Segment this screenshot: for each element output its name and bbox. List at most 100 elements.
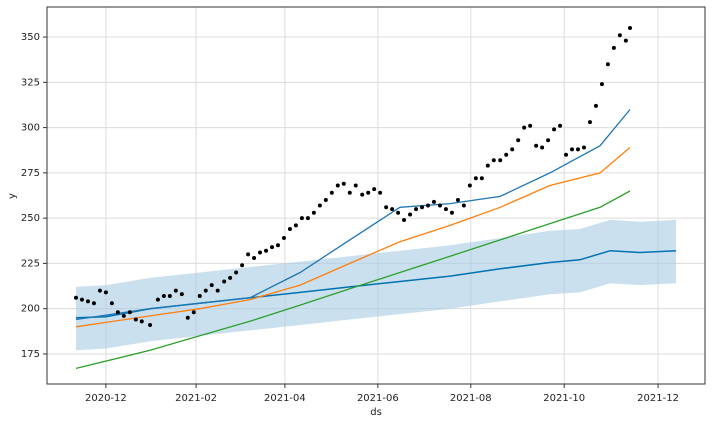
x-axis-label: ds bbox=[370, 407, 382, 418]
data-point bbox=[390, 207, 395, 212]
data-point bbox=[627, 26, 632, 31]
data-point bbox=[528, 123, 533, 128]
data-point bbox=[85, 299, 90, 304]
data-point bbox=[317, 203, 322, 208]
data-point bbox=[161, 293, 166, 298]
data-point bbox=[485, 163, 490, 168]
x-tick-label: 2021-10 bbox=[543, 393, 585, 404]
data-point bbox=[605, 62, 610, 67]
data-point bbox=[215, 288, 220, 293]
data-point bbox=[546, 138, 551, 143]
y-tick-label: 325 bbox=[21, 77, 40, 88]
data-point bbox=[378, 190, 383, 195]
data-point bbox=[275, 243, 280, 248]
uncertainty-band bbox=[76, 219, 676, 351]
line bbox=[75, 109, 631, 321]
data-point bbox=[240, 263, 245, 268]
data-point bbox=[498, 158, 503, 163]
data-point bbox=[109, 301, 114, 306]
data-point bbox=[323, 198, 328, 203]
y-tick-label: 350 bbox=[21, 32, 40, 43]
x-tick-label: 2021-02 bbox=[175, 393, 217, 404]
y-tick-label: 225 bbox=[21, 258, 40, 269]
data-point bbox=[281, 236, 286, 241]
data-point bbox=[414, 207, 419, 212]
data-point bbox=[522, 125, 527, 130]
data-point bbox=[341, 181, 346, 186]
data-point bbox=[623, 38, 628, 43]
data-point bbox=[366, 190, 371, 195]
data-point bbox=[329, 190, 334, 195]
data-point bbox=[209, 283, 214, 288]
plot-frame bbox=[46, 6, 706, 385]
data-point bbox=[420, 205, 425, 210]
line bbox=[75, 190, 631, 370]
data-point bbox=[347, 190, 352, 195]
data-point bbox=[252, 255, 257, 260]
data-point bbox=[234, 270, 239, 275]
data-point bbox=[264, 248, 269, 253]
data-point bbox=[372, 187, 377, 192]
data-point bbox=[335, 183, 340, 188]
data-point bbox=[384, 205, 389, 210]
data-point bbox=[402, 217, 407, 222]
y-axis-label: y bbox=[7, 193, 18, 199]
data-point bbox=[222, 279, 227, 284]
data-point bbox=[599, 82, 604, 87]
data-point bbox=[179, 292, 184, 297]
data-point bbox=[564, 152, 569, 157]
data-point bbox=[455, 198, 460, 203]
x-tick-label: 2021-06 bbox=[357, 393, 399, 404]
data-point bbox=[148, 322, 153, 327]
x-tick-label: 2021-08 bbox=[450, 393, 492, 404]
data-point bbox=[79, 297, 84, 302]
data-point bbox=[353, 183, 358, 188]
data-point bbox=[516, 138, 521, 143]
data-point bbox=[203, 288, 208, 293]
data-point bbox=[425, 203, 430, 208]
data-point bbox=[473, 176, 478, 181]
data-point bbox=[103, 290, 108, 295]
data-point bbox=[139, 319, 144, 324]
data-point bbox=[611, 45, 616, 50]
data-point bbox=[197, 293, 202, 298]
data-point bbox=[287, 226, 292, 231]
data-point bbox=[299, 216, 304, 221]
x-tick-label: 2021-12 bbox=[637, 393, 679, 404]
data-point bbox=[581, 145, 586, 150]
y-tick-label: 250 bbox=[21, 213, 40, 224]
data-point bbox=[443, 207, 448, 212]
data-point bbox=[360, 192, 365, 197]
x-tick-label: 2020-12 bbox=[85, 393, 127, 404]
data-point bbox=[305, 216, 310, 221]
y-tick-label: 200 bbox=[21, 304, 40, 315]
y-tick-label: 175 bbox=[21, 349, 40, 360]
data-point bbox=[155, 297, 160, 302]
data-point bbox=[467, 183, 472, 188]
data-point bbox=[311, 210, 316, 215]
data-point bbox=[191, 310, 196, 315]
data-point bbox=[185, 315, 190, 320]
data-point bbox=[437, 203, 442, 208]
data-point bbox=[133, 317, 138, 322]
data-point bbox=[449, 210, 454, 215]
data-point bbox=[534, 143, 539, 148]
data-point bbox=[246, 252, 251, 257]
data-point bbox=[587, 120, 592, 125]
data-point bbox=[73, 295, 78, 300]
data-point bbox=[540, 145, 545, 150]
y-tick-label: 275 bbox=[21, 168, 40, 179]
data-point bbox=[293, 223, 298, 228]
data-point bbox=[479, 176, 484, 181]
data-point bbox=[408, 212, 413, 217]
data-point bbox=[552, 127, 557, 132]
x-tick-label: 2021-04 bbox=[264, 393, 306, 404]
data-point bbox=[97, 288, 102, 293]
data-point bbox=[491, 158, 496, 163]
data-point bbox=[91, 301, 96, 306]
data-point bbox=[617, 33, 622, 38]
data-point bbox=[431, 199, 436, 204]
data-point bbox=[504, 152, 509, 157]
